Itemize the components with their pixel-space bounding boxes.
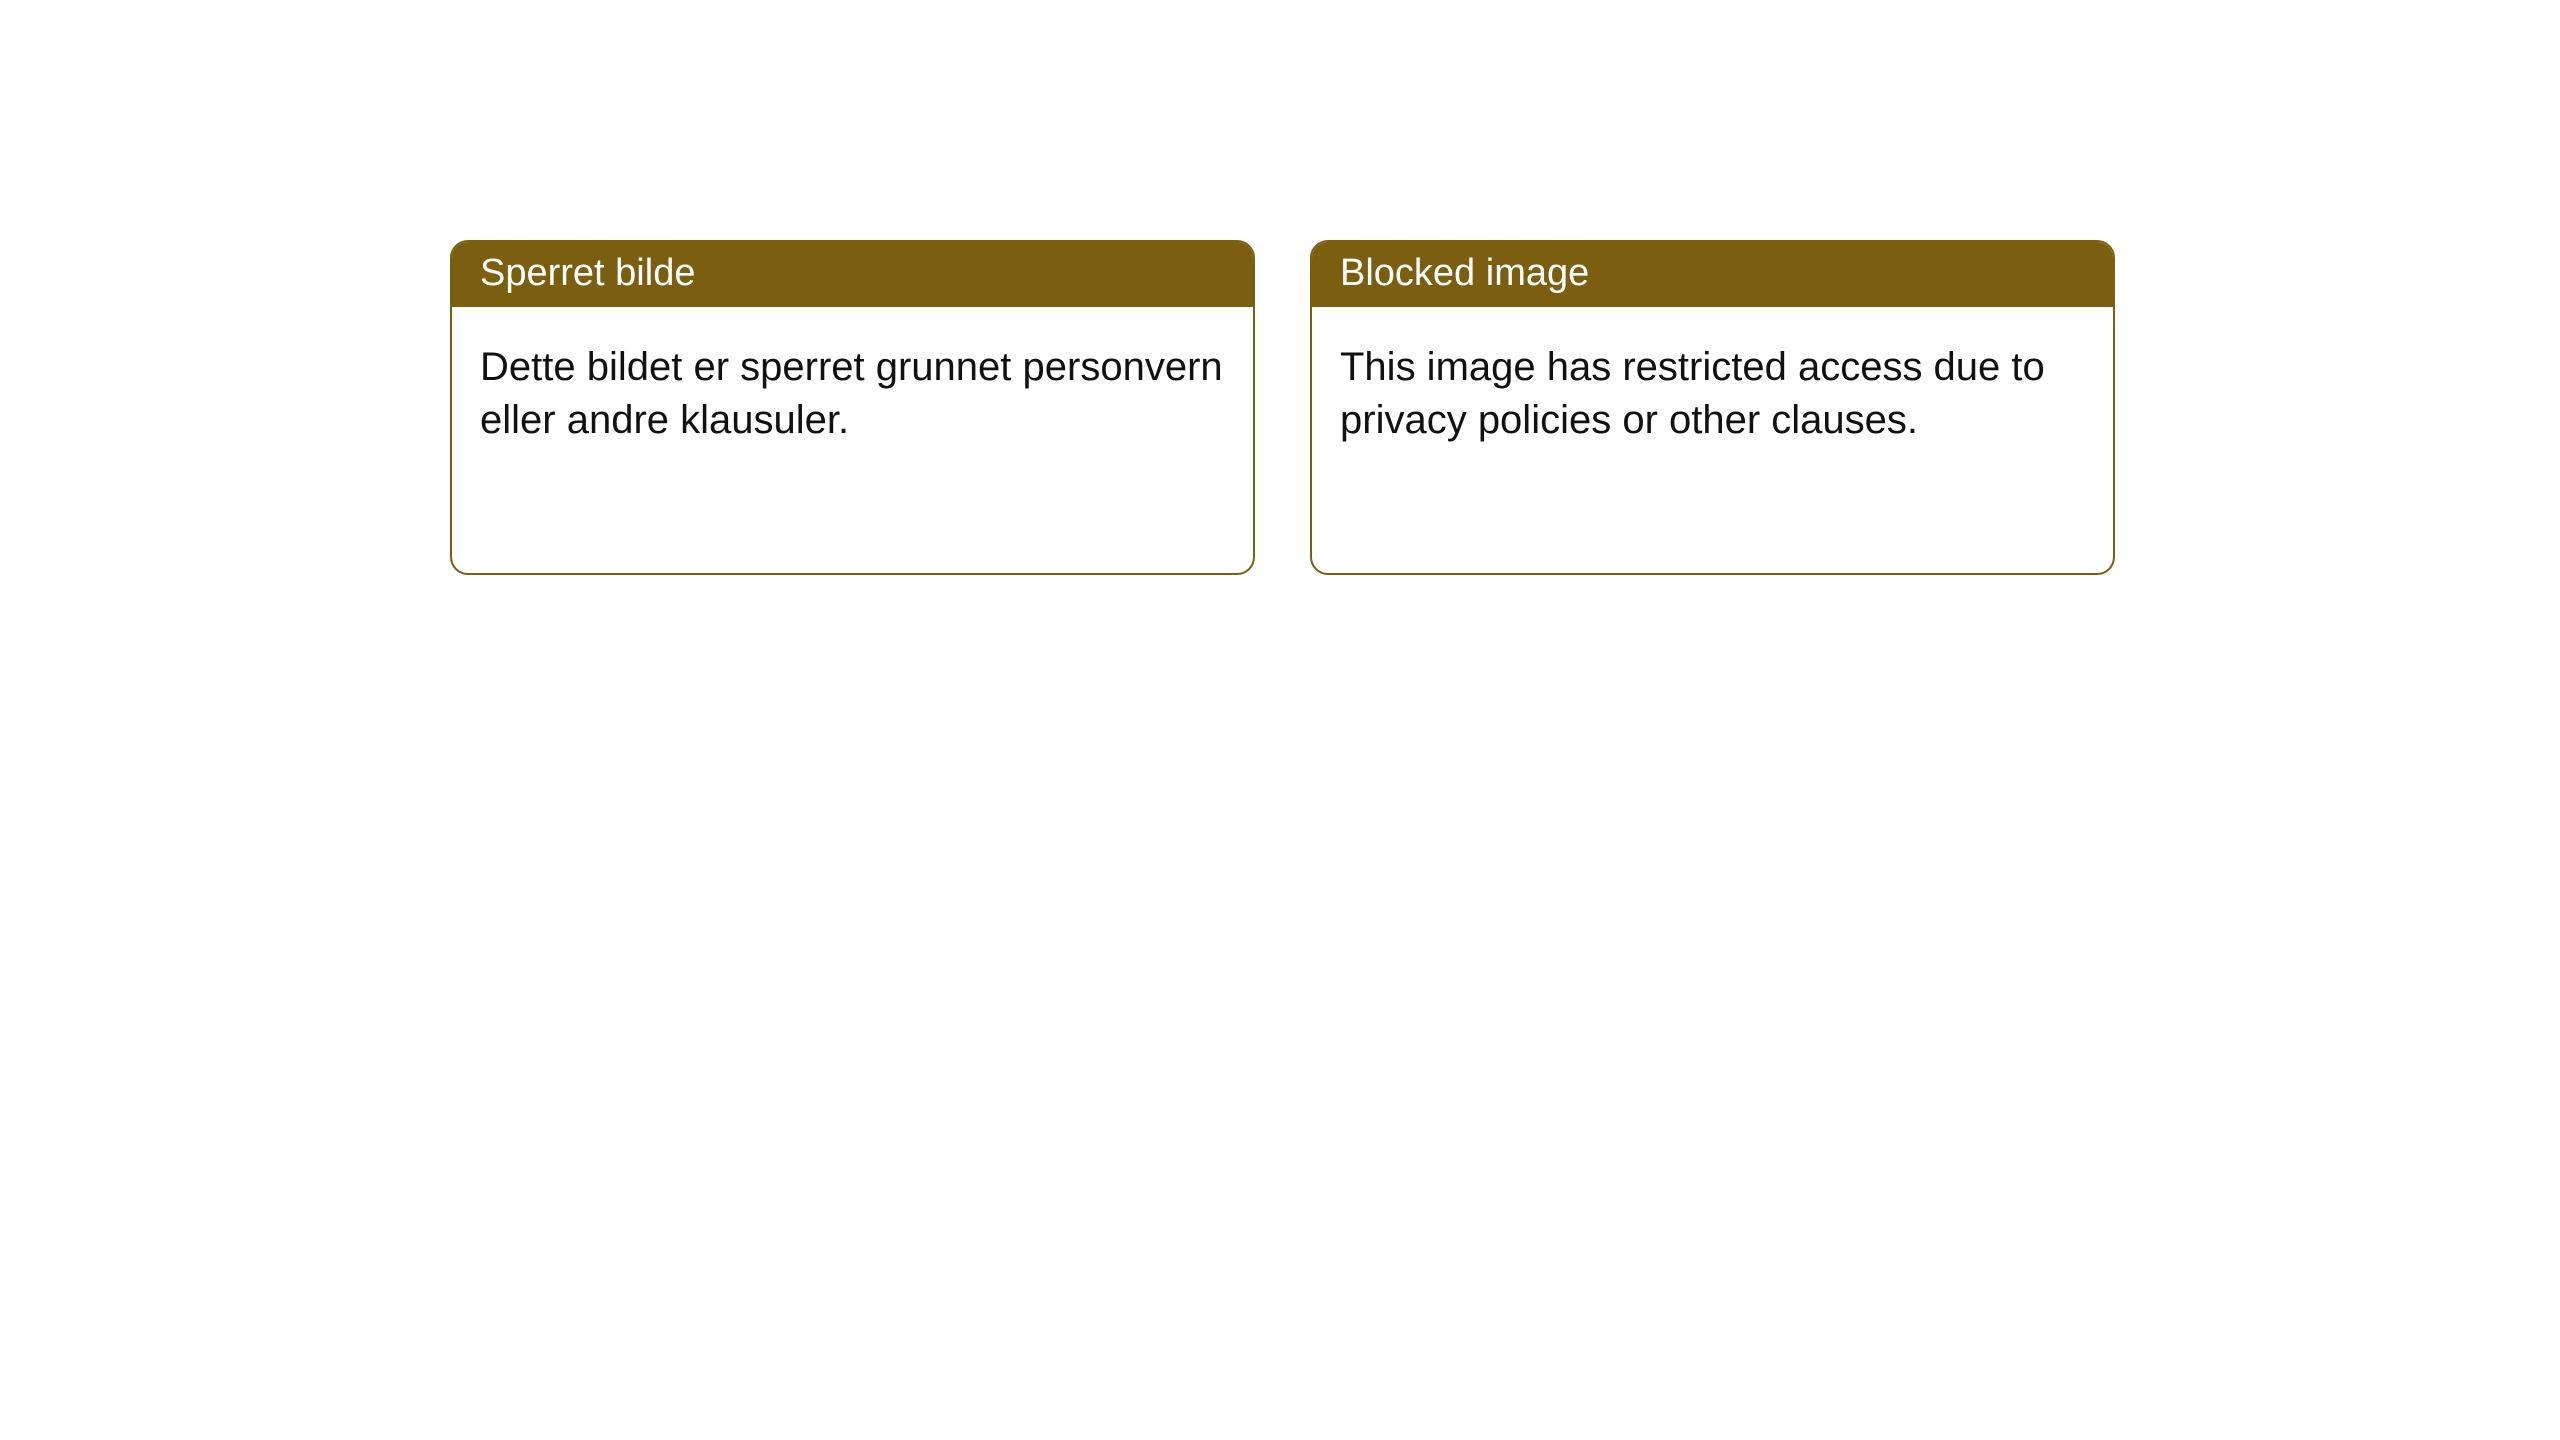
card-header: Sperret bilde (452, 242, 1253, 307)
card-body-text: Dette bildet er sperret grunnet personve… (480, 345, 1223, 442)
card-header: Blocked image (1312, 242, 2113, 307)
blocked-image-card-no: Sperret bilde Dette bildet er sperret gr… (450, 240, 1255, 575)
card-title: Sperret bilde (480, 252, 695, 294)
card-body-text: This image has restricted access due to … (1340, 345, 2045, 442)
card-body: Dette bildet er sperret grunnet personve… (452, 307, 1253, 481)
card-title: Blocked image (1340, 252, 1589, 294)
cards-container: Sperret bilde Dette bildet er sperret gr… (450, 240, 2115, 575)
card-body: This image has restricted access due to … (1312, 307, 2113, 481)
blocked-image-card-en: Blocked image This image has restricted … (1310, 240, 2115, 575)
